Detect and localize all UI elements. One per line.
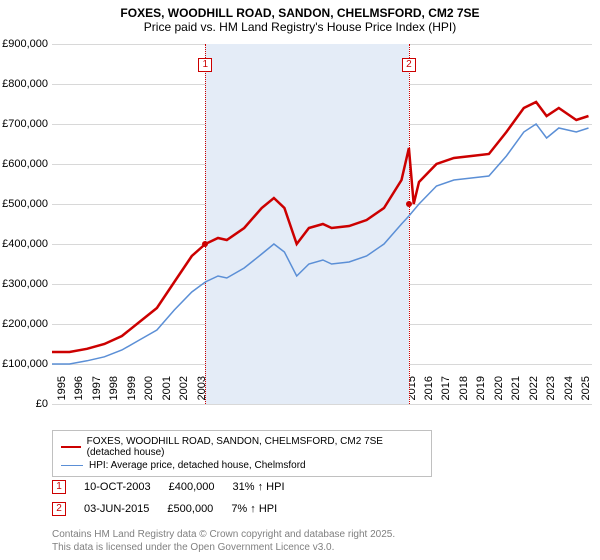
y-tick-label: £900,000 (0, 38, 48, 50)
marker-2-dot (406, 201, 412, 207)
footer-line-1: Contains HM Land Registry data © Crown c… (52, 528, 395, 541)
annotation-1-price: £400,000 (169, 481, 215, 493)
series-1-polyline (52, 102, 589, 352)
marker-2-box: 2 (402, 58, 416, 72)
plot-area: 1 2 (52, 44, 592, 404)
footer-line-2: This data is licensed under the Open Gov… (52, 541, 395, 554)
y-tick-label: £100,000 (0, 358, 48, 370)
y-tick-label: £0 (0, 398, 48, 410)
line-chart-svg (52, 44, 592, 404)
annotation-1-num: 1 (52, 480, 66, 494)
y-tick-label: £600,000 (0, 158, 48, 170)
annotation-1-delta: 31% ↑ HPI (233, 481, 285, 493)
chart-container: FOXES, WOODHILL ROAD, SANDON, CHELMSFORD… (0, 0, 600, 560)
annotation-2: 2 03-JUN-2015 £500,000 7% ↑ HPI (52, 502, 277, 516)
y-tick-label: £800,000 (0, 78, 48, 90)
annotation-1: 1 10-OCT-2003 £400,000 31% ↑ HPI (52, 480, 285, 494)
footer-attribution: Contains HM Land Registry data © Crown c… (52, 528, 395, 554)
marker-1-box: 1 (198, 58, 212, 72)
legend: FOXES, WOODHILL ROAD, SANDON, CHELMSFORD… (52, 430, 432, 477)
annotation-1-date: 10-OCT-2003 (84, 481, 151, 493)
y-tick-label: £200,000 (0, 318, 48, 330)
annotation-2-price: £500,000 (167, 503, 213, 515)
legend-label-1: FOXES, WOODHILL ROAD, SANDON, CHELMSFORD… (87, 436, 423, 458)
y-tick-label: £500,000 (0, 198, 48, 210)
annotation-2-date: 03-JUN-2015 (84, 503, 149, 515)
annotation-2-delta: 7% ↑ HPI (231, 503, 277, 515)
legend-label-2: HPI: Average price, detached house, Chel… (89, 460, 306, 471)
chart-subtitle: Price paid vs. HM Land Registry's House … (0, 20, 600, 38)
legend-item-1: FOXES, WOODHILL ROAD, SANDON, CHELMSFORD… (61, 435, 423, 459)
legend-item-2: HPI: Average price, detached house, Chel… (61, 459, 423, 472)
annotation-2-num: 2 (52, 502, 66, 516)
y-tick-label: £700,000 (0, 118, 48, 130)
legend-swatch-1 (61, 446, 81, 448)
chart-title: FOXES, WOODHILL ROAD, SANDON, CHELMSFORD… (0, 0, 600, 20)
legend-swatch-2 (61, 465, 83, 466)
marker-1-dot (202, 241, 208, 247)
y-tick-label: £300,000 (0, 278, 48, 290)
y-tick-label: £400,000 (0, 238, 48, 250)
